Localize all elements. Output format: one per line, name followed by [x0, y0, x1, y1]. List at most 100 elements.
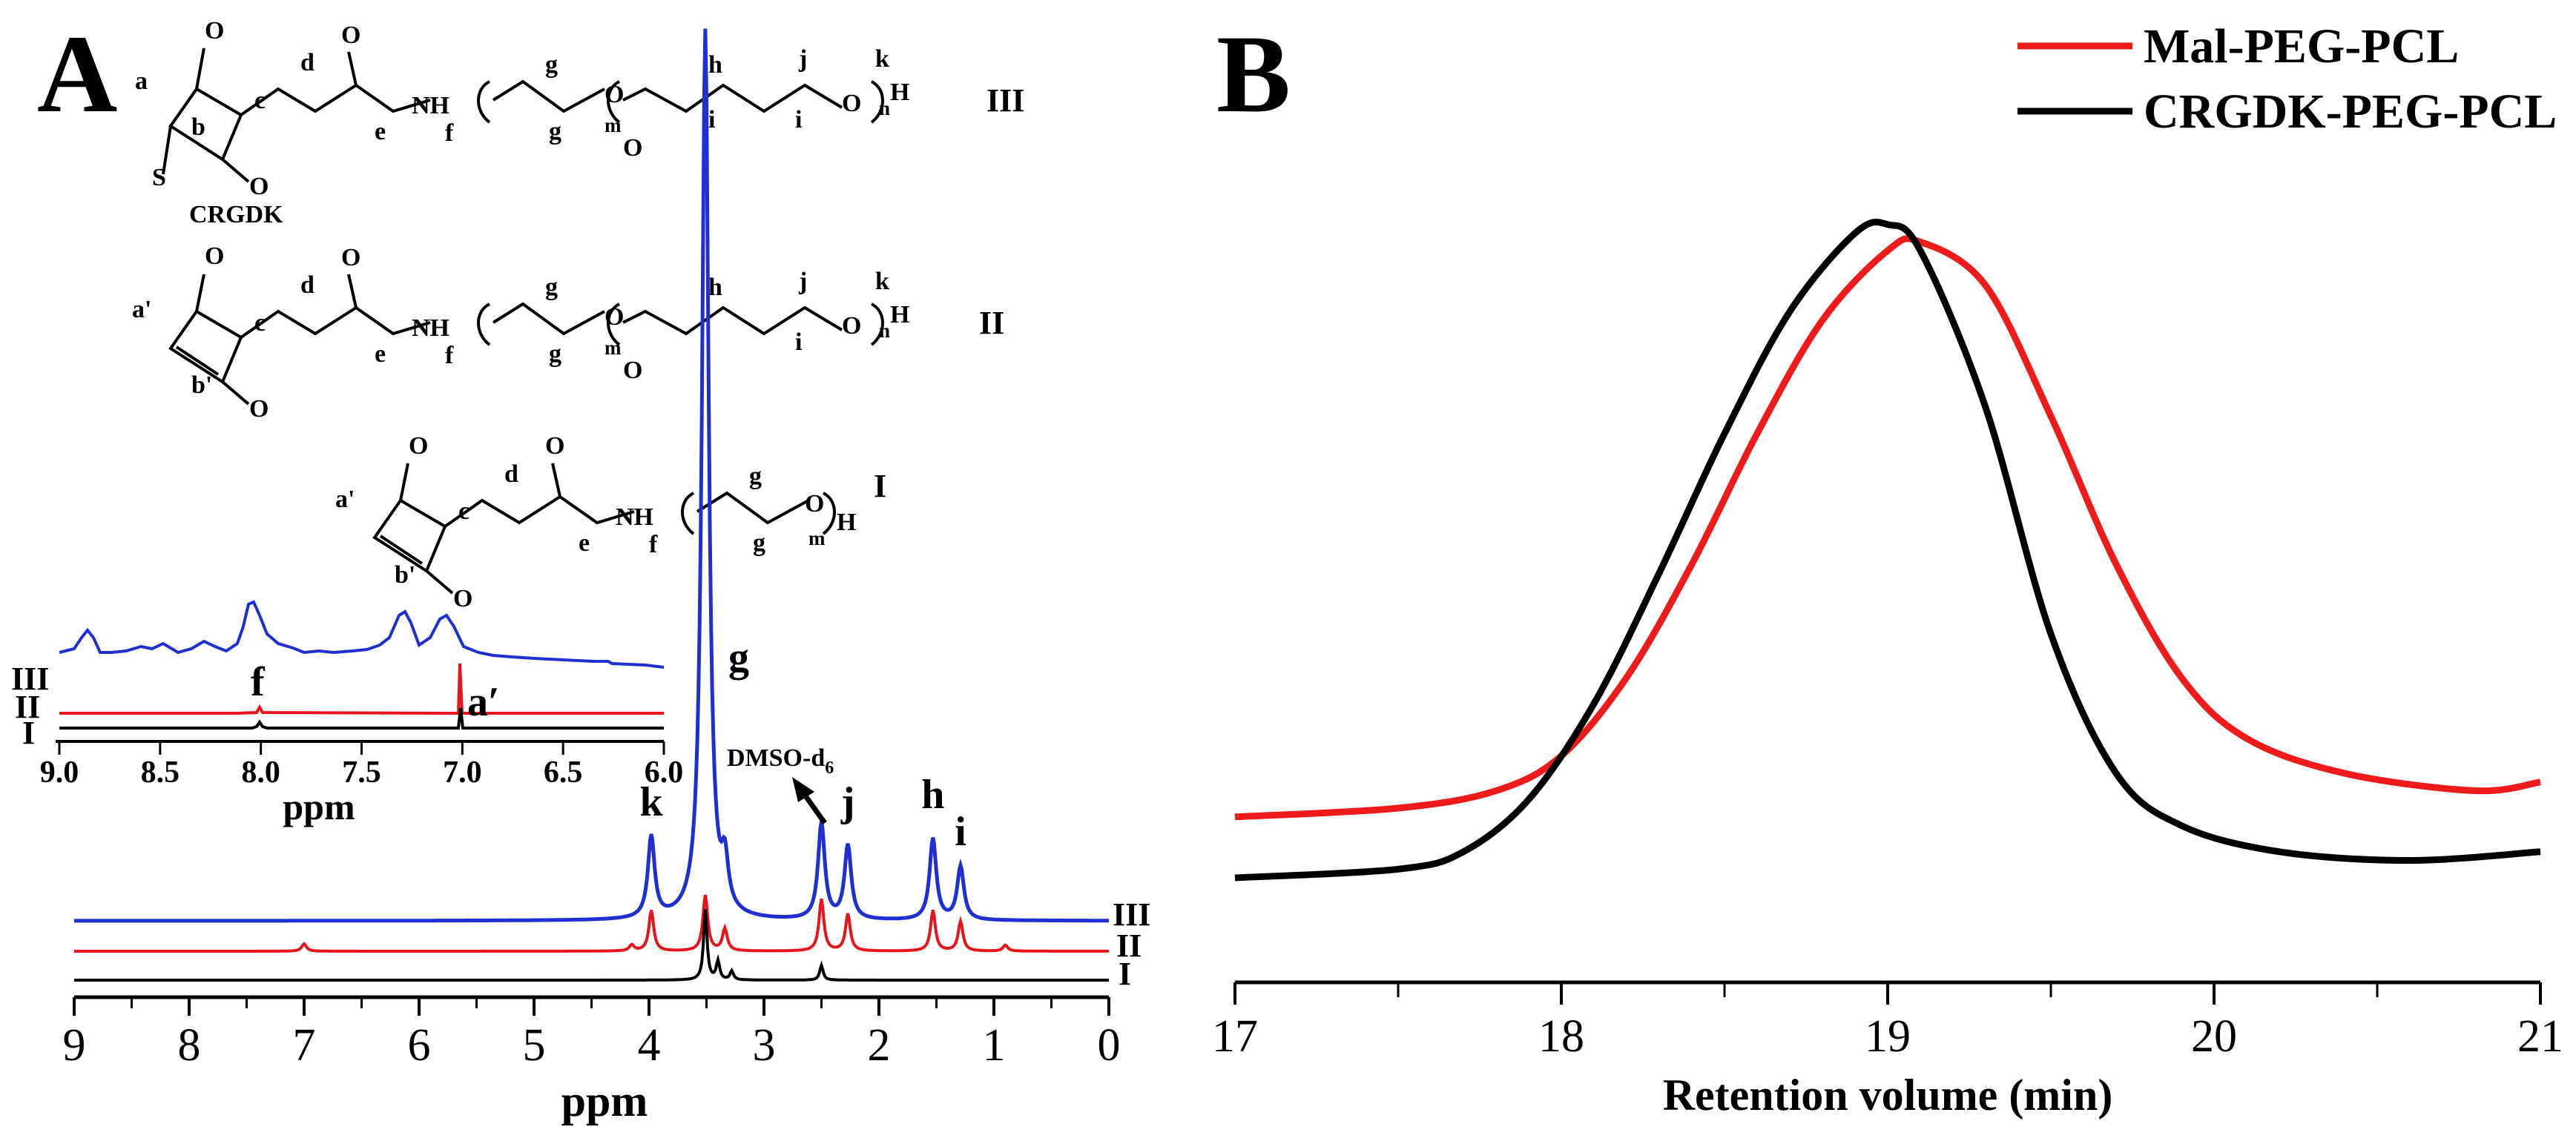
svg-text:III: III [986, 82, 1024, 119]
trace-tag-iii: III [1113, 896, 1150, 933]
nmr-x-tick-label: 5 [523, 1020, 546, 1071]
gpc-line-crgdk-peg-pcl [1234, 219, 2541, 882]
svg-text:O: O [453, 585, 472, 612]
svg-text:e: e [579, 529, 590, 557]
svg-text:c: c [458, 497, 470, 525]
inset-x-tick-label: 8.0 [241, 755, 280, 790]
structure-i: O a' b' c d O e NH f g g O m H O I [335, 432, 886, 612]
nmr-peak-label-k: k [640, 779, 664, 825]
svg-text:O: O [205, 242, 224, 270]
svg-text:O: O [249, 395, 269, 423]
svg-text:n: n [879, 97, 890, 119]
svg-text:i: i [795, 106, 802, 133]
svg-text:e: e [375, 118, 386, 145]
nmr-x-tick-label: 3 [753, 1020, 776, 1071]
nmr-ticks: 9 8 7 6 5 4 3 2 1 0 [63, 997, 1121, 1071]
gpc-ticks: 17 18 19 20 21 [1212, 982, 2563, 1062]
nmr-x-tick-label: 8 [178, 1020, 201, 1071]
svg-text:c: c [254, 87, 266, 114]
nmr-x-tick-label: 9 [63, 1020, 86, 1071]
inset-x-axis-title: ppm [283, 786, 355, 827]
svg-text:d: d [504, 460, 518, 488]
nmr-x-tick-label: 1 [983, 1020, 1006, 1071]
nmr-peak-label-g: g [728, 635, 749, 681]
nmr-x-tick-label: 4 [638, 1020, 661, 1071]
nmr-traces [74, 28, 1109, 982]
svg-text:O: O [341, 22, 360, 49]
svg-text:CRGDK: CRGDK [189, 201, 283, 228]
gpc-x-tick-label: 19 [1865, 1011, 1911, 1062]
svg-text:S: S [152, 164, 166, 191]
inset-x-tick-label: 6.0 [645, 755, 684, 790]
svg-text:b': b' [191, 371, 212, 399]
trace-tag-ii: II [1116, 928, 1142, 964]
svg-text:j: j [798, 268, 807, 295]
gpc-chart: 17 18 19 20 21 Retention volume (min) Mal-PE… [1212, 19, 2563, 1120]
svg-text:g: g [545, 51, 558, 79]
legend-label-crgdk-peg-pcl: CRGDK-PEG-PCL [2144, 85, 2557, 139]
inset-ticks: 9.0 8.5 8.0 7.5 7.0 6.5 6.0 [40, 741, 684, 790]
nmr-x-tick-label: 7 [293, 1020, 316, 1071]
svg-text:e: e [375, 340, 386, 368]
svg-text:O: O [842, 90, 861, 117]
svg-text:O: O [623, 357, 642, 384]
inset-peak-label-f: f [251, 659, 266, 705]
inset-x-tick-label: 7.0 [443, 755, 482, 790]
inset-x-tick-label: 7.5 [342, 755, 381, 790]
svg-text:H: H [890, 79, 909, 106]
svg-text:O: O [341, 244, 360, 271]
inset-trace-i [59, 707, 664, 730]
svg-text:f: f [649, 531, 658, 558]
nmr-peak-labels: k g j hi [640, 635, 966, 855]
inset-trace-ii [59, 663, 664, 715]
svg-text:a': a' [132, 296, 151, 323]
svg-text:b: b [191, 113, 205, 141]
panel-b-label: B [1216, 13, 1291, 136]
svg-text:O: O [249, 173, 269, 200]
svg-text:g: g [753, 529, 765, 557]
gpc-x-tick-label: 18 [1538, 1011, 1584, 1062]
inset-spectrum: 9.0 8.5 8.0 7.5 7.0 6.5 6.0 III II I f a′ ppm [11, 600, 684, 827]
svg-text:m: m [605, 337, 622, 359]
svg-text:O: O [605, 303, 624, 331]
svg-text:NH: NH [412, 92, 449, 119]
trace-tag-i: I [1119, 956, 1131, 992]
nmr-x-tick-label: 0 [1098, 1020, 1121, 1071]
svg-text:f: f [445, 119, 454, 147]
svg-text:O: O [623, 134, 642, 162]
nmr-x-tick-label: 2 [868, 1020, 891, 1071]
dmso-annotation: DMSO-d6 [727, 744, 834, 778]
nmr-trace-ii [74, 894, 1109, 953]
svg-text:O: O [545, 432, 564, 460]
svg-text:g: g [549, 118, 561, 145]
svg-text:H: H [837, 509, 856, 536]
svg-text:O: O [842, 312, 861, 340]
dmso-arrowhead [792, 777, 814, 802]
nmr-peak-label-i: i [955, 809, 966, 855]
svg-text:H: H [890, 301, 909, 328]
svg-text:h: h [708, 51, 722, 79]
svg-text:O: O [205, 17, 224, 44]
svg-text:O: O [605, 81, 624, 108]
legend-label-mal-peg-pcl: Mal-PEG-PCL [2144, 19, 2459, 73]
svg-text:b': b' [395, 561, 415, 589]
svg-text:g: g [549, 340, 561, 368]
gpc-x-tick-label: 17 [1212, 1011, 1258, 1062]
svg-text:k: k [875, 45, 889, 73]
structure-ii: O a' b' c d O e NH f g g O O m h j i k O… [132, 242, 1004, 423]
inset-peak-label-a-prime: a′ [467, 679, 500, 725]
svg-text:II: II [15, 689, 40, 725]
gpc-legend: Mal-PEG-PCL CRGDK-PEG-PCL [2017, 19, 2557, 139]
svg-text:g: g [749, 463, 762, 490]
nmr-trace-i [74, 909, 1109, 982]
gpc-line-mal-peg-pcl [1234, 235, 2541, 821]
svg-text:n: n [879, 320, 890, 342]
svg-text:III: III [11, 661, 49, 697]
svg-text:I: I [874, 468, 886, 504]
nmr-peak-label-j: j [840, 779, 855, 825]
inset-x-tick-label: 9.0 [40, 755, 79, 790]
gpc-x-tick-label: 20 [2191, 1011, 2237, 1062]
svg-text:i: i [795, 328, 802, 356]
svg-text:a: a [135, 67, 148, 95]
inset-x-tick-label: 8.5 [141, 755, 180, 790]
